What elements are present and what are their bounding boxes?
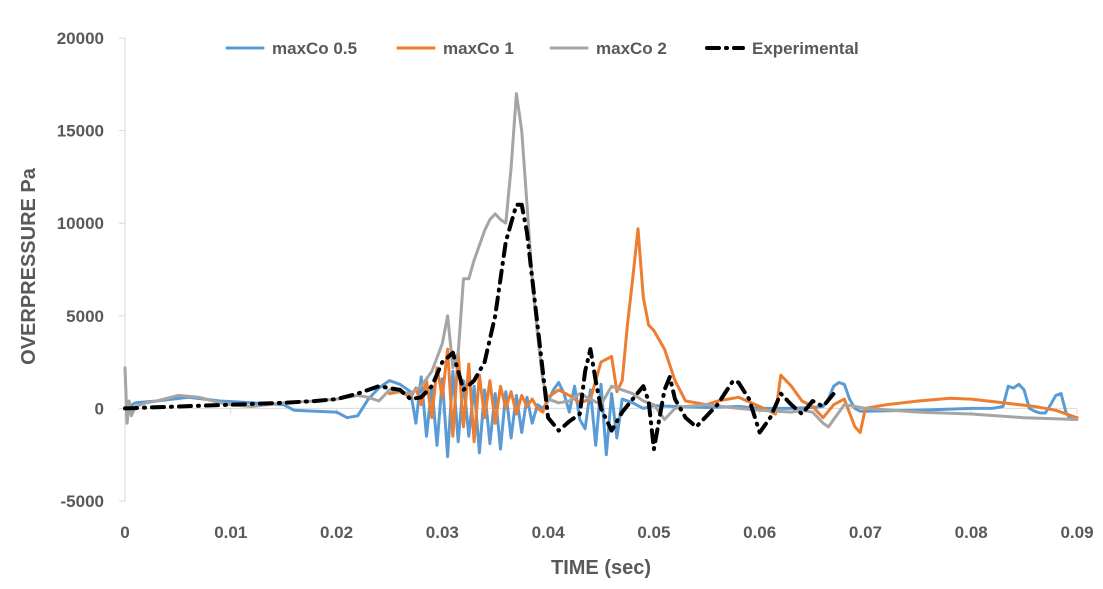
y-tick-label: 15000 xyxy=(57,122,104,141)
plot-series xyxy=(123,92,1079,459)
legend-label: maxCo 0.5 xyxy=(272,39,357,58)
x-tick-label: 0.04 xyxy=(532,523,566,542)
legend-label: Experimental xyxy=(752,39,859,58)
y-tick-label: -5000 xyxy=(61,492,104,511)
x-tick-label: 0.03 xyxy=(426,523,459,542)
x-tick-label: 0.09 xyxy=(1060,523,1093,542)
series-line-maxco-2 xyxy=(123,92,1079,429)
y-tick-label: 10000 xyxy=(57,214,104,233)
x-tick-label: 0.06 xyxy=(743,523,776,542)
legend: maxCo 0.5 maxCo 1 maxCo 2 Experimental xyxy=(225,39,859,58)
y-axis-title: OVERPRESSURE Pa xyxy=(18,167,40,365)
x-ticks: 0 0.01 0.02 0.03 0.04 0.05 0.06 0.07 0.08 0.09 xyxy=(120,408,1094,542)
x-tick-label: 0.01 xyxy=(214,523,247,542)
x-tick-label: 0.05 xyxy=(637,523,670,542)
y-tick-label: 20000 xyxy=(57,29,104,48)
axes xyxy=(124,38,1077,501)
legend-label: maxCo 1 xyxy=(443,39,514,58)
x-tick-label: 0 xyxy=(120,523,129,542)
legend-label: maxCo 2 xyxy=(596,39,667,58)
y-tick-label: 0 xyxy=(95,399,104,418)
x-tick-label: 0.02 xyxy=(320,523,353,542)
series-line-experimental xyxy=(123,202,836,452)
y-tick-label: 5000 xyxy=(66,307,104,326)
x-tick-label: 0.08 xyxy=(955,523,988,542)
x-tick-label: 0.07 xyxy=(849,523,882,542)
series-line-maxco-0-5 xyxy=(123,369,1079,459)
series-line-maxco-1 xyxy=(387,227,1079,444)
x-axis-title: TIME (sec) xyxy=(551,557,651,579)
y-ticks: -5000 0 5000 10000 15000 20000 xyxy=(57,29,125,511)
